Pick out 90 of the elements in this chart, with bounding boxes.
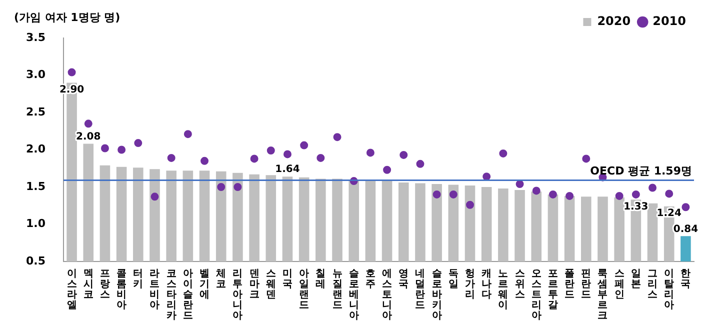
point [665, 190, 674, 198]
point [449, 190, 458, 198]
point [499, 149, 508, 158]
data-label: 2.08 [76, 131, 101, 142]
x-tick-label: 벨기에 [200, 268, 210, 300]
point [134, 139, 142, 148]
point [582, 154, 590, 163]
point [432, 190, 441, 198]
x-tick-label: 오스트리아 [531, 268, 542, 322]
data-label: 1.33 [624, 201, 648, 212]
x-tick-label: 스페인 [614, 268, 624, 300]
x-tick-label: 미국 [282, 268, 292, 290]
x-tick-label: 호주 [365, 268, 376, 290]
x-tick-label: 일본 [630, 268, 641, 290]
x-tick-label: 슬로바키아 [432, 268, 442, 322]
point [648, 184, 657, 192]
x-tick-label: 스위스 [514, 268, 525, 300]
point [283, 150, 292, 158]
point [150, 192, 159, 201]
point [566, 192, 574, 200]
point [516, 180, 524, 188]
data-label: 1.24 [656, 208, 682, 219]
x-tick-label: 영국 [398, 268, 409, 290]
x-tick-label: 에스토니아 [382, 268, 392, 322]
point [548, 190, 557, 198]
ref-line-label: OECD 평균 1.59명 [590, 164, 692, 178]
x-tick-label: 핀란드 [581, 268, 592, 300]
point [118, 146, 126, 154]
point [333, 133, 342, 142]
data-label: 2.90 [59, 84, 84, 96]
x-tick-label: 헝가리 [465, 268, 475, 300]
point [167, 154, 176, 162]
point [416, 160, 424, 168]
x-tick-label: 캐나다 [480, 268, 492, 300]
point [615, 192, 624, 200]
point [316, 154, 325, 162]
x-tick-label: 멕시코 [83, 268, 94, 300]
point [217, 183, 226, 191]
y-axis-title: (가임 여자 1명당 명) [14, 10, 120, 25]
legend-label: 2010 [652, 14, 686, 28]
point [200, 156, 209, 165]
x-tick-label: 노르웨이 [498, 268, 508, 311]
x-tick-label: 그리스 [648, 268, 658, 300]
y-tick-label: 1.0 [26, 217, 46, 230]
point [632, 190, 640, 198]
x-tick-label: 라트비아 [150, 268, 160, 311]
data-label: 0.84 [673, 224, 698, 235]
point [400, 150, 408, 159]
x-tick-label: 덴마크 [249, 268, 260, 300]
x-tick-label: 이스라엘 [66, 268, 77, 311]
point [266, 146, 275, 154]
x-tick-label: 독일 [448, 268, 458, 290]
y-tick-label: 2.5 [26, 105, 46, 118]
x-tick-label: 네덜란드 [415, 268, 426, 311]
x-tick-label: 터키 [133, 268, 144, 290]
point [532, 186, 540, 195]
x-tick-label: 콜롬비아 [116, 268, 127, 311]
x-tick-label: 스웨덴 [266, 268, 276, 300]
point [100, 144, 109, 152]
point [300, 141, 308, 150]
x-tick-label: 뉴질랜드 [332, 268, 342, 311]
x-tick-label: 아일랜드 [299, 268, 310, 311]
x-tick-label: 슬로베니아 [348, 268, 359, 322]
x-tick-label: 체코 [215, 268, 226, 290]
y-tick-label: 3.0 [26, 68, 46, 82]
y-tick-label: 1.5 [26, 180, 46, 193]
data-label: 1.64 [275, 164, 300, 176]
y-tick-label: 2.0 [26, 142, 46, 156]
x-tick-label: 칠레 [316, 268, 326, 290]
point [250, 154, 258, 163]
legend-label: 2020 [597, 14, 631, 28]
point [682, 203, 690, 212]
point [383, 166, 392, 174]
x-tick-label: 포르투갈 [548, 268, 558, 311]
y-tick-label: 0.5 [26, 254, 46, 268]
x-tick-label: 코스타리카 [166, 268, 176, 322]
point [184, 130, 192, 138]
x-tick-label: 한국 [680, 268, 691, 290]
point [84, 120, 92, 128]
x-tick-label: 프랑스 [100, 268, 110, 300]
point [366, 148, 374, 157]
point [234, 183, 242, 191]
x-tick-label: 리투아니아 [232, 268, 243, 322]
x-tick-label: 이탈리아 [664, 268, 674, 311]
point [466, 200, 474, 209]
x-tick-label: 아이슬란드 [182, 268, 193, 322]
point [68, 68, 76, 76]
y-tick-label: 3.5 [26, 30, 46, 44]
x-tick-label: 룩셈부르크 [596, 268, 608, 322]
x-tick-label: 폴란드 [564, 268, 575, 300]
